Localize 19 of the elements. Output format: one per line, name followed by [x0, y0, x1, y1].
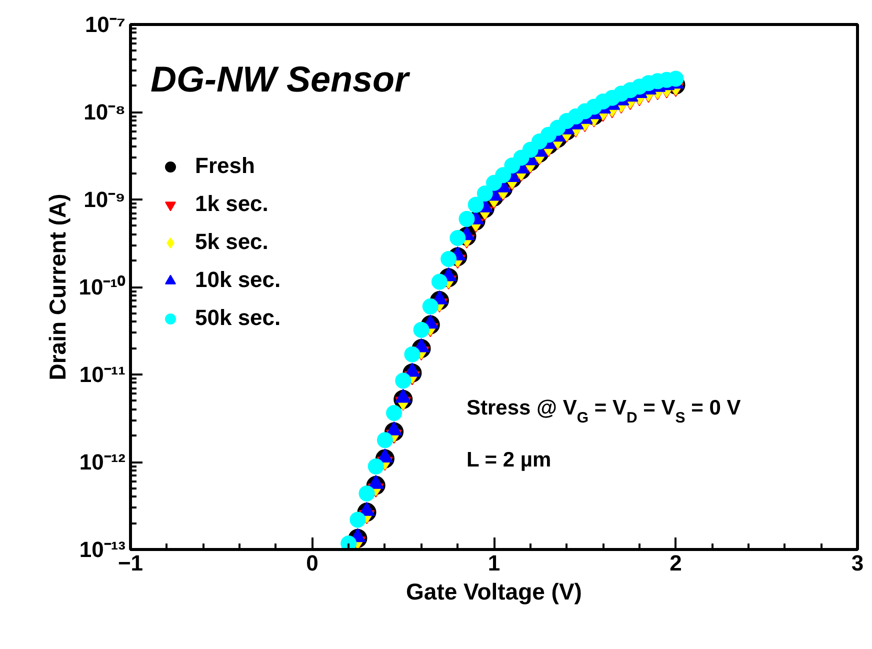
legend-label: 50k sec. [195, 305, 281, 331]
x-axis-title: Gate Voltage (V) [406, 578, 582, 604]
legend-label: Fresh [195, 153, 255, 179]
annotation: L = 2 µm [466, 448, 552, 472]
legend-label: 5k sec. [195, 229, 268, 255]
y-axis-title: Drain Current (A) [44, 194, 71, 380]
y-tick-label: 10⁻¹⁰ [78, 274, 126, 300]
y-tick-label: 10⁻¹² [79, 450, 126, 474]
y-tick-label: 10⁻¹¹ [79, 362, 126, 387]
text: DG-NW Sensor [150, 58, 410, 100]
x-tick-label: 3 [851, 550, 864, 576]
x-tick-label: 0 [306, 550, 318, 576]
y-tick-label: 10⁻⁹ [84, 187, 126, 212]
x-tick-label: 2 [670, 550, 682, 576]
y-tick-label: 10⁻⁷ [84, 12, 126, 37]
legend-label: 10k sec. [195, 267, 281, 293]
y-tick-label: 10⁻⁸ [84, 100, 126, 124]
x-tick-label: 1 [488, 550, 500, 576]
legend-label: 1k sec. [195, 191, 268, 217]
